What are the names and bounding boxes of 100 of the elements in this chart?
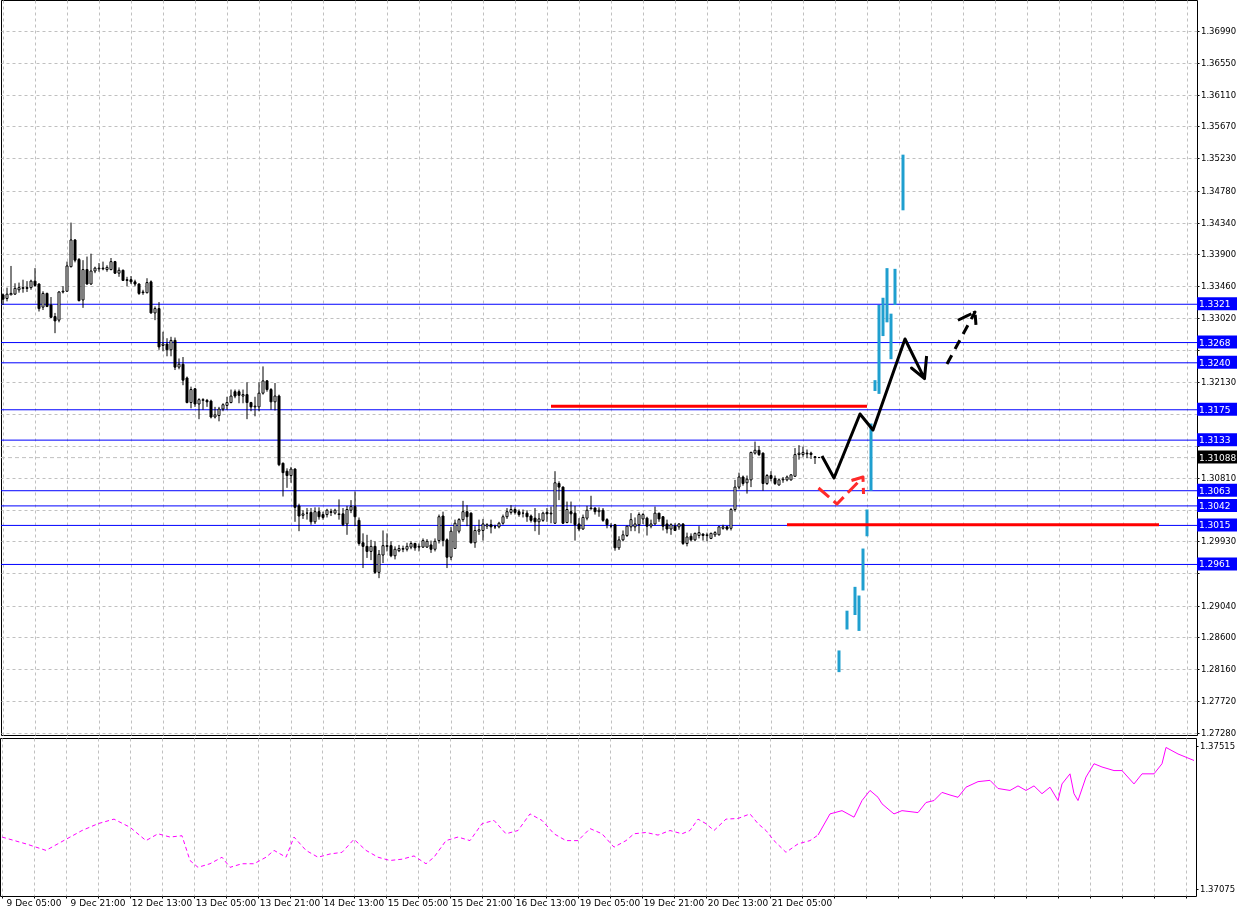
- candlestick: [573, 505, 577, 542]
- candlestick: [633, 516, 637, 532]
- candlestick: [637, 511, 641, 534]
- y-tick-label: 1.29040: [1201, 600, 1237, 611]
- bar: [845, 610, 849, 630]
- bar: [869, 423, 873, 491]
- candlestick: [105, 264, 109, 273]
- candlestick: [245, 381, 249, 420]
- candlestick: [613, 523, 617, 552]
- ref-line-label: 1.3175: [1199, 404, 1231, 415]
- y-tick-label: 1.35670: [1201, 121, 1237, 132]
- candlestick: [321, 511, 325, 521]
- x-tick-label: 13 Dec 05:00: [195, 898, 257, 908]
- y-tick-label: 1.27720: [1201, 696, 1237, 707]
- ref-line-label: 1.2961: [1199, 559, 1231, 570]
- candlestick: [237, 389, 241, 404]
- x-tick-label: 15 Dec 21:00: [451, 898, 513, 908]
- y-tick-label: 1.32130: [1201, 377, 1237, 388]
- x-tick-label: 19 Dec 21:00: [643, 898, 705, 908]
- y-tick-label: 1.33900: [1201, 249, 1237, 260]
- candlestick: [813, 455, 817, 465]
- candlestick: [401, 545, 405, 553]
- x-tick-label: 15 Dec 05:00: [387, 898, 449, 908]
- candlestick: [769, 470, 773, 482]
- x-tick-label: 12 Dec 13:00: [131, 898, 193, 908]
- candlestick: [533, 507, 537, 532]
- candlestick: [201, 397, 205, 411]
- candlestick: [301, 509, 305, 520]
- candlestick: [701, 532, 705, 542]
- x-tick-label: 21 Dec 05:00: [771, 898, 833, 908]
- candlestick: [385, 532, 389, 552]
- candlestick: [25, 280, 29, 293]
- ref-line-label: 1.3268: [1199, 337, 1231, 348]
- y-tick-label: 1.36550: [1201, 57, 1237, 68]
- candlestick: [21, 279, 25, 294]
- x-tick-label: 9 Dec 05:00: [6, 898, 62, 908]
- candlestick: [805, 449, 809, 459]
- candlestick: [305, 507, 309, 521]
- candlestick: [393, 545, 397, 560]
- y-tick-label: 1.37515: [1200, 740, 1236, 751]
- x-tick-label: 14 Dec 13:00: [323, 898, 385, 908]
- candlestick: [793, 447, 797, 478]
- x-tick-label: 9 Dec 21:00: [70, 898, 126, 908]
- candlestick: [705, 532, 709, 542]
- x-tick-label: 13 Dec 21:00: [259, 898, 321, 908]
- candlestick: [17, 282, 21, 294]
- bar: [901, 154, 905, 211]
- y-tick-label: 1.35230: [1201, 153, 1237, 164]
- y-tick-label: 1.36990: [1201, 26, 1237, 37]
- candlestick: [489, 519, 493, 534]
- candlestick: [545, 507, 549, 523]
- candlestick: [697, 525, 701, 539]
- candlestick: [253, 396, 257, 417]
- y-tick-label: 1.27280: [1201, 727, 1237, 738]
- candlestick: [525, 509, 529, 523]
- annotation: 1.31088: [1199, 452, 1237, 463]
- candlestick: [481, 518, 485, 542]
- candlestick: [801, 446, 805, 458]
- y-tick-label: 1.28600: [1201, 632, 1237, 643]
- candlestick: [521, 509, 525, 518]
- candlestick: [429, 540, 433, 554]
- bar: [861, 548, 865, 591]
- candlestick: [629, 512, 633, 532]
- y-tick-label: 1.33020: [1201, 312, 1237, 323]
- candlestick: [669, 522, 673, 536]
- candlestick: [781, 476, 785, 484]
- ref-line-label: 1.3063: [1199, 485, 1231, 496]
- candlestick: [317, 506, 321, 521]
- candlestick: [241, 389, 245, 404]
- bar: [837, 650, 841, 673]
- candlestick: [645, 516, 649, 537]
- candlestick: [129, 275, 133, 285]
- candlestick: [337, 498, 341, 521]
- bar: [893, 268, 897, 305]
- y-tick-label: 1.36110: [1201, 89, 1237, 100]
- candlestick: [509, 504, 513, 516]
- candlestick: [225, 396, 229, 411]
- y-tick-label: 1.30810: [1201, 472, 1237, 483]
- candlestick: [513, 506, 517, 516]
- candlestick: [89, 253, 93, 286]
- candlestick: [713, 530, 717, 538]
- ref-line-label: 1.3042: [1199, 500, 1231, 511]
- candlestick: [417, 542, 421, 552]
- candlestick: [9, 265, 13, 296]
- ref-line-label: 1.3321: [1199, 299, 1231, 310]
- candlestick: [597, 506, 601, 518]
- candlestick: [537, 512, 541, 536]
- y-tick-label: 1.33460: [1201, 281, 1237, 292]
- ref-line-label: 1.3133: [1199, 435, 1231, 446]
- candlestick: [681, 522, 685, 546]
- candlestick: [5, 287, 9, 302]
- y-tick-label: 1.34340: [1201, 217, 1237, 228]
- x-tick-label: 20 Dec 13:00: [707, 898, 769, 908]
- candlestick: [809, 451, 813, 460]
- candlestick: [493, 524, 497, 530]
- x-tick-label: 19 Dec 05:00: [579, 898, 641, 908]
- ref-line-label: 1.3240: [1199, 357, 1231, 368]
- candlestick: [485, 522, 489, 530]
- y-tick-label: 1.28160: [1201, 664, 1237, 675]
- x-tick-label: 16 Dec 13:00: [515, 898, 577, 908]
